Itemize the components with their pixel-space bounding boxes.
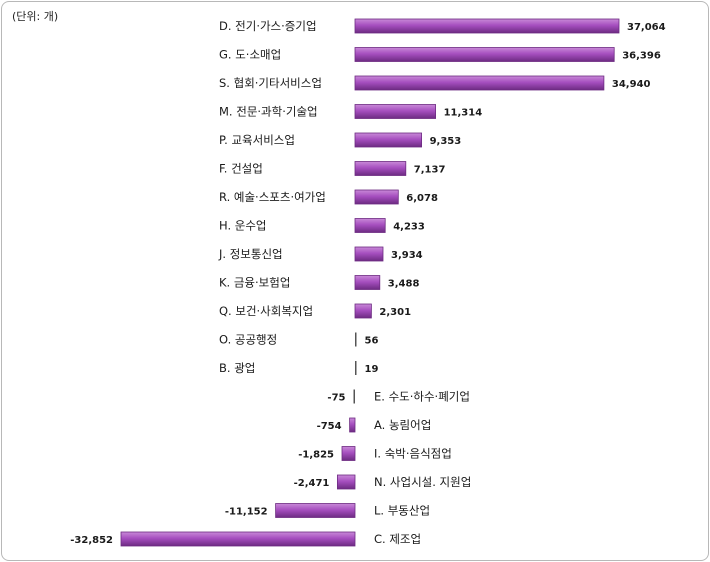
bar-14 bbox=[349, 417, 356, 433]
category-label-8: J. 정보통신업 bbox=[218, 247, 283, 261]
bar-17 bbox=[275, 503, 356, 518]
bar-11 bbox=[355, 332, 357, 347]
category-label-0: D. 전기·가스·증기업 bbox=[219, 19, 317, 33]
value-label-12: 19 bbox=[365, 364, 379, 375]
bar-5 bbox=[354, 161, 407, 176]
value-label-8: 3,934 bbox=[391, 250, 423, 261]
value-label-13: -75 bbox=[327, 393, 345, 404]
bar-8 bbox=[354, 246, 384, 262]
bar-6 bbox=[354, 189, 399, 205]
category-label-4: P. 교육서비스업 bbox=[219, 133, 295, 147]
bar-15 bbox=[341, 446, 356, 461]
category-label-5: F. 건설업 bbox=[219, 162, 263, 176]
category-label-3: M. 전문·과학·기술업 bbox=[219, 105, 318, 119]
value-label-0: 37,064 bbox=[627, 22, 666, 33]
category-label-15: I. 숙박·음식점업 bbox=[374, 447, 452, 461]
bar-7 bbox=[354, 218, 386, 233]
category-label-11: O. 공공행정 bbox=[219, 333, 277, 347]
bar-1 bbox=[354, 47, 615, 62]
unit-label: (단위: 개) bbox=[12, 10, 59, 23]
value-label-18: -32,852 bbox=[70, 535, 113, 546]
bar-13 bbox=[353, 389, 355, 404]
value-label-14: -754 bbox=[317, 421, 342, 432]
value-label-2: 34,940 bbox=[612, 79, 651, 90]
bar-9 bbox=[354, 275, 381, 290]
category-label-13: E. 수도·하수·폐기업 bbox=[374, 390, 470, 404]
bar-3 bbox=[354, 104, 436, 119]
value-label-16: -2,471 bbox=[294, 478, 330, 489]
category-label-18: C. 제조업 bbox=[374, 532, 421, 546]
category-label-16: N. 사업시설. 지원업 bbox=[374, 475, 471, 489]
category-label-6: R. 예술·스포츠·여가업 bbox=[219, 190, 326, 204]
category-label-2: S. 협회·기타서비스업 bbox=[219, 76, 322, 90]
bar-4 bbox=[354, 132, 422, 148]
category-label-12: B. 광업 bbox=[219, 361, 255, 375]
value-label-6: 6,078 bbox=[406, 193, 438, 204]
value-label-15: -1,825 bbox=[298, 450, 334, 461]
category-label-17: L. 부동산업 bbox=[374, 504, 430, 518]
category-label-14: A. 농림어업 bbox=[374, 418, 431, 432]
category-label-10: Q. 보건·사회복지업 bbox=[219, 304, 313, 318]
bar-16 bbox=[336, 474, 356, 490]
value-label-5: 7,137 bbox=[414, 165, 446, 176]
value-label-17: -11,152 bbox=[225, 507, 268, 518]
value-label-1: 36,396 bbox=[622, 51, 661, 62]
value-label-10: 2,301 bbox=[379, 307, 411, 318]
category-label-1: G. 도·소매업 bbox=[219, 48, 281, 62]
bar-18 bbox=[120, 531, 356, 547]
value-label-7: 4,233 bbox=[393, 222, 425, 233]
bar-10 bbox=[354, 303, 372, 319]
value-label-3: 11,314 bbox=[444, 108, 483, 119]
category-label-7: H. 운수업 bbox=[219, 219, 267, 233]
value-label-4: 9,353 bbox=[430, 136, 462, 147]
value-label-9: 3,488 bbox=[388, 279, 420, 290]
value-label-11: 56 bbox=[365, 336, 379, 347]
bar-0 bbox=[354, 18, 620, 34]
bar-2 bbox=[354, 75, 605, 91]
category-label-9: K. 금융·보험업 bbox=[219, 276, 290, 290]
bar-12 bbox=[355, 361, 357, 375]
